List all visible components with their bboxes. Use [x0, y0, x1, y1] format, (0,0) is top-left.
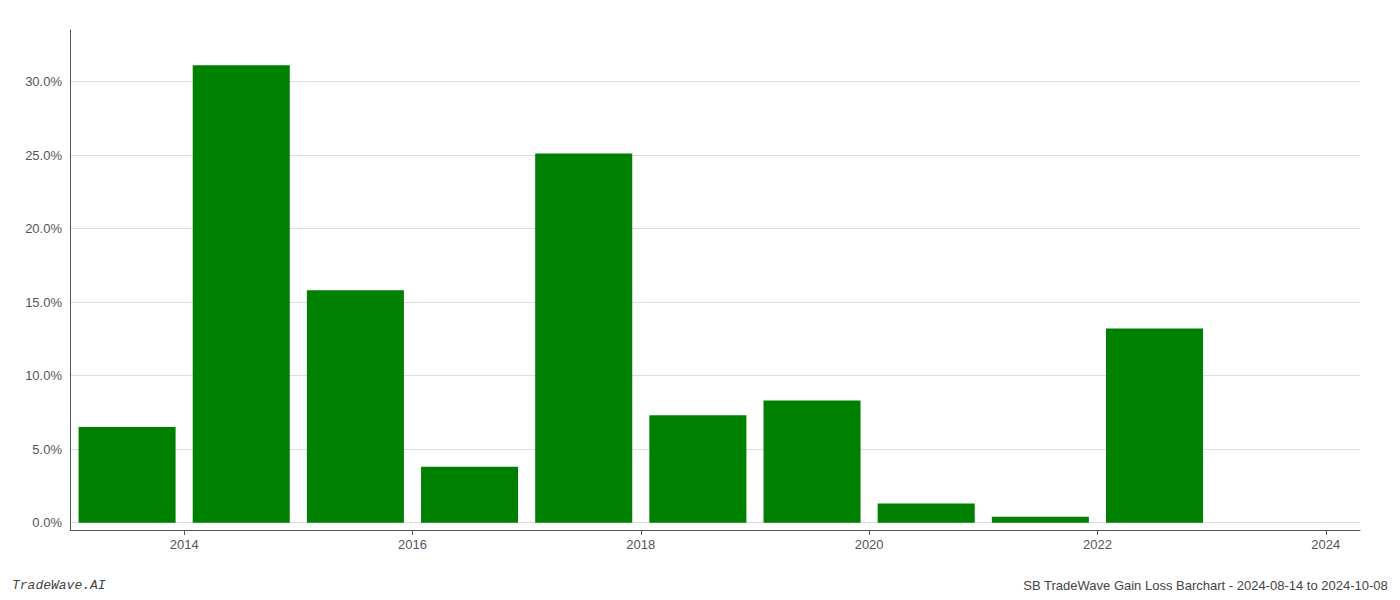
svg-text:2024: 2024 [1311, 537, 1340, 552]
svg-text:2018: 2018 [626, 537, 655, 552]
svg-text:2016: 2016 [398, 537, 427, 552]
svg-text:25.0%: 25.0% [25, 148, 62, 163]
svg-text:10.0%: 10.0% [25, 368, 62, 383]
svg-text:20.0%: 20.0% [25, 221, 62, 236]
svg-text:SB TradeWave Gain Loss Barchar: SB TradeWave Gain Loss Barchart - 2024-0… [1023, 578, 1387, 593]
svg-text:2014: 2014 [170, 537, 199, 552]
svg-text:TradeWave.AI: TradeWave.AI [12, 578, 106, 593]
svg-text:5.0%: 5.0% [32, 442, 62, 457]
svg-text:0.0%: 0.0% [32, 515, 62, 530]
svg-text:30.0%: 30.0% [25, 74, 62, 89]
svg-text:2022: 2022 [1083, 537, 1112, 552]
svg-text:15.0%: 15.0% [25, 295, 62, 310]
svg-text:2020: 2020 [855, 537, 884, 552]
